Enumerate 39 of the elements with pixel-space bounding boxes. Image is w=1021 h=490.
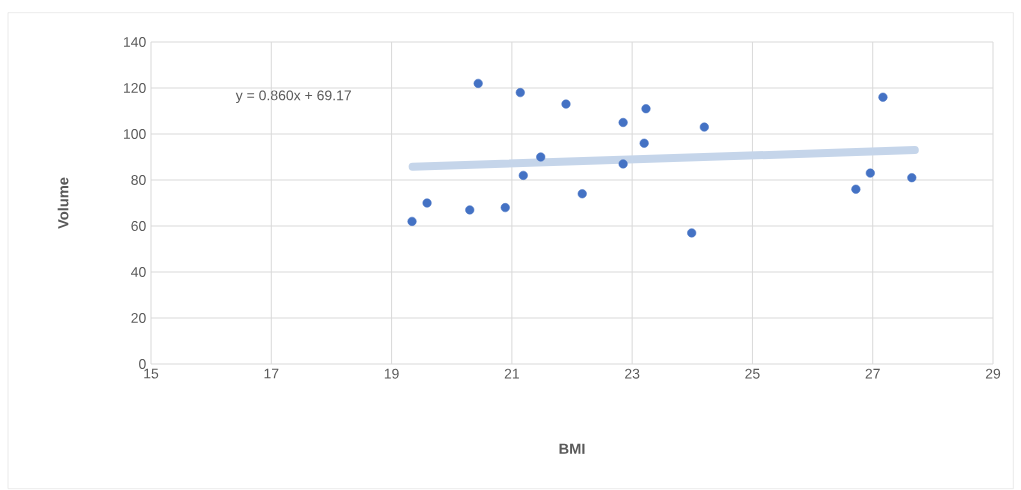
y-tick-label: 120 bbox=[124, 83, 146, 93]
annotation: y = 0.860x + 69.17 bbox=[235, 90, 351, 104]
point bbox=[465, 205, 475, 215]
x-tick-label: 17 bbox=[264, 368, 279, 379]
y-axis-title: Volume bbox=[57, 177, 69, 229]
point bbox=[851, 184, 861, 194]
point bbox=[618, 117, 628, 128]
y-tick-label: 0 bbox=[139, 359, 146, 369]
x-tick-label: 29 bbox=[985, 368, 1001, 379]
point bbox=[618, 159, 628, 169]
x-tick-label: 27 bbox=[865, 368, 880, 379]
point bbox=[687, 228, 697, 238]
x-tick-label: 23 bbox=[625, 368, 640, 379]
point bbox=[473, 78, 483, 88]
point bbox=[536, 152, 546, 162]
point bbox=[407, 216, 417, 226]
y-tick-label: 20 bbox=[131, 313, 146, 323]
y-tick-label: 80 bbox=[131, 175, 146, 185]
point bbox=[907, 173, 917, 183]
x-tick-label: 19 bbox=[384, 368, 399, 379]
point bbox=[422, 198, 432, 208]
x-axis-title: BMI bbox=[559, 443, 585, 454]
point bbox=[518, 170, 528, 180]
point bbox=[641, 104, 651, 114]
point bbox=[699, 122, 709, 132]
y-tick-label: 60 bbox=[131, 221, 146, 231]
y-tick-label: 140 bbox=[124, 37, 146, 47]
x-tick-label: 25 bbox=[745, 368, 760, 379]
y-tick-label: 100 bbox=[124, 129, 146, 139]
y-tick-label: 40 bbox=[131, 267, 146, 277]
point bbox=[500, 203, 510, 213]
point bbox=[561, 99, 571, 109]
point bbox=[577, 189, 587, 199]
point bbox=[639, 138, 649, 148]
x-tick-label: 15 bbox=[144, 368, 159, 379]
point bbox=[515, 88, 525, 98]
x-tick-label: 21 bbox=[504, 368, 519, 379]
point bbox=[865, 168, 875, 178]
point bbox=[878, 92, 888, 102]
